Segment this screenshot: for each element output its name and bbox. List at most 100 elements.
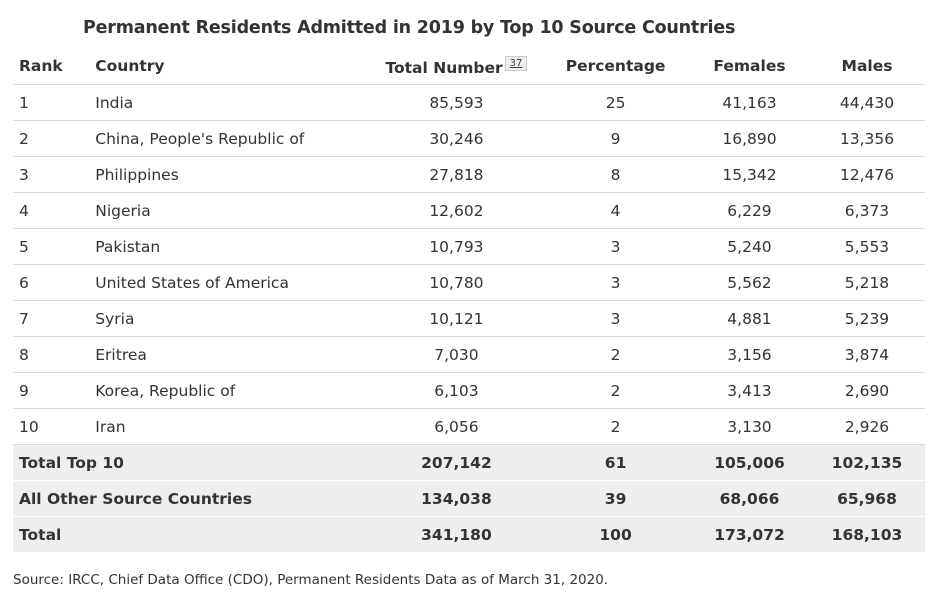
total-number-cell: 134,038 <box>371 480 542 517</box>
country-cell: Eritrea <box>95 336 372 373</box>
summary-row: Total Top 10 207,142 61 105,006 102,135 <box>13 444 925 481</box>
total-number-cell: 6,056 <box>371 408 542 445</box>
total-number-cell: 207,142 <box>371 444 542 481</box>
summary-row: All Other Source Countries 134,038 39 68,06… <box>13 480 925 517</box>
table-row: 8 Eritrea 7,030 2 3,156 3,874 <box>13 336 925 373</box>
country-cell: China, People's Republic of <box>95 120 372 157</box>
table-row: 6 United States of America 10,780 3 5,562 5,2… <box>13 264 925 301</box>
rank-cell: 7 <box>13 300 96 337</box>
source-note: Source: IRCC, Chief Data Office (CDO), P… <box>13 572 609 588</box>
males-cell: 6,373 <box>808 192 925 229</box>
males-cell: 5,218 <box>808 264 925 301</box>
country-cell: Nigeria <box>95 192 372 229</box>
males-header: Males <box>808 48 925 85</box>
residents-table: Rank Country Total Number 37 Percentage F… <box>13 48 925 553</box>
females-cell: 41,163 <box>690 84 809 121</box>
percentage-cell: 2 <box>541 408 691 445</box>
country-cell: India <box>95 84 372 121</box>
total-number-cell: 12,602 <box>371 192 542 229</box>
summary-label-cell: Total <box>13 516 372 553</box>
males-cell: 12,476 <box>808 156 925 193</box>
rank-cell: 5 <box>13 228 96 265</box>
table-body: 1 India 85,593 25 41,163 44,430 2 China, People… <box>13 84 925 553</box>
summary-label-cell: Total Top 10 <box>13 444 372 481</box>
percentage-cell: 8 <box>541 156 691 193</box>
percentage-cell: 2 <box>541 336 691 373</box>
country-cell: Syria <box>95 300 372 337</box>
country-cell: Pakistan <box>95 228 372 265</box>
table-row: 2 China, People's Republic of 30,246 9 16,89… <box>13 120 925 157</box>
total-number-cell: 7,030 <box>371 336 542 373</box>
males-cell: 13,356 <box>808 120 925 157</box>
table-row: 3 Philippines 27,818 8 15,342 12,476 <box>13 156 925 193</box>
percentage-cell: 25 <box>541 84 691 121</box>
males-cell: 3,874 <box>808 336 925 373</box>
females-cell: 16,890 <box>690 120 809 157</box>
summary-label-cell: All Other Source Countries <box>13 480 372 517</box>
males-cell: 168,103 <box>808 516 925 553</box>
females-header: Females <box>690 48 809 85</box>
rank-cell: 10 <box>13 408 96 445</box>
table-row: 5 Pakistan 10,793 3 5,240 5,553 <box>13 228 925 265</box>
table-row: 9 Korea, Republic of 6,103 2 3,413 2,690 <box>13 372 925 409</box>
summary-row: Total 341,180 100 173,072 168,103 <box>13 516 925 553</box>
percentage-cell: 2 <box>541 372 691 409</box>
females-cell: 3,413 <box>690 372 809 409</box>
females-cell: 15,342 <box>690 156 809 193</box>
table-caption: Permanent Residents Admitted in 2019 by … <box>83 18 736 38</box>
total-number-header-label: Total Number <box>385 58 503 77</box>
rank-cell: 1 <box>13 84 96 121</box>
rank-cell: 4 <box>13 192 96 229</box>
rank-cell: 6 <box>13 264 96 301</box>
females-cell: 6,229 <box>690 192 809 229</box>
males-cell: 5,239 <box>808 300 925 337</box>
country-cell: Iran <box>95 408 372 445</box>
females-cell: 105,006 <box>690 444 809 481</box>
rank-cell: 2 <box>13 120 96 157</box>
table-row: 4 Nigeria 12,602 4 6,229 6,373 <box>13 192 925 229</box>
table-row: 10 Iran 6,056 2 3,130 2,926 <box>13 408 925 445</box>
percentage-cell: 39 <box>541 480 691 517</box>
females-cell: 68,066 <box>690 480 809 517</box>
males-cell: 5,553 <box>808 228 925 265</box>
males-cell: 2,690 <box>808 372 925 409</box>
country-cell: Korea, Republic of <box>95 372 372 409</box>
total-number-cell: 30,246 <box>371 120 542 157</box>
females-cell: 5,240 <box>690 228 809 265</box>
females-cell: 5,562 <box>690 264 809 301</box>
rank-cell: 9 <box>13 372 96 409</box>
total-number-cell: 10,121 <box>371 300 542 337</box>
total-number-cell: 6,103 <box>371 372 542 409</box>
percentage-header: Percentage <box>541 48 691 85</box>
table-header-row: Rank Country Total Number 37 Percentage F… <box>13 48 925 85</box>
total-number-cell: 10,780 <box>371 264 542 301</box>
females-cell: 3,156 <box>690 336 809 373</box>
females-cell: 3,130 <box>690 408 809 445</box>
males-cell: 102,135 <box>808 444 925 481</box>
females-cell: 4,881 <box>690 300 809 337</box>
rank-header: Rank <box>13 48 96 85</box>
total-number-cell: 27,818 <box>371 156 542 193</box>
percentage-cell: 3 <box>541 300 691 337</box>
rank-cell: 8 <box>13 336 96 373</box>
rank-cell: 3 <box>13 156 96 193</box>
percentage-cell: 61 <box>541 444 691 481</box>
country-header: Country <box>95 48 372 85</box>
percentage-cell: 9 <box>541 120 691 157</box>
country-cell: United States of America <box>95 264 372 301</box>
males-cell: 65,968 <box>808 480 925 517</box>
total-number-cell: 85,593 <box>371 84 542 121</box>
males-cell: 44,430 <box>808 84 925 121</box>
country-cell: Philippines <box>95 156 372 193</box>
total-number-cell: 10,793 <box>371 228 542 265</box>
table-row: 7 Syria 10,121 3 4,881 5,239 <box>13 300 925 337</box>
males-cell: 2,926 <box>808 408 925 445</box>
total-number-cell: 341,180 <box>371 516 542 553</box>
females-cell: 173,072 <box>690 516 809 553</box>
percentage-cell: 3 <box>541 228 691 265</box>
percentage-cell: 100 <box>541 516 691 553</box>
percentage-cell: 3 <box>541 264 691 301</box>
percentage-cell: 4 <box>541 192 691 229</box>
footnote-link[interactable]: 37 <box>504 55 528 71</box>
table-row: 1 India 85,593 25 41,163 44,430 <box>13 84 925 121</box>
